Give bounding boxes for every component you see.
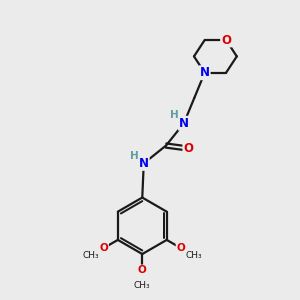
Text: O: O [221, 34, 231, 46]
Text: O: O [183, 142, 193, 155]
Text: O: O [176, 243, 185, 253]
Text: H: H [130, 151, 139, 161]
Text: H: H [170, 110, 179, 120]
Text: O: O [138, 266, 147, 275]
Text: N: N [139, 157, 149, 170]
Text: O: O [99, 243, 108, 253]
Text: CH₃: CH₃ [134, 281, 151, 290]
Text: CH₃: CH₃ [82, 251, 99, 260]
Text: N: N [200, 66, 210, 79]
Text: CH₃: CH₃ [185, 251, 202, 260]
Text: N: N [179, 117, 189, 130]
